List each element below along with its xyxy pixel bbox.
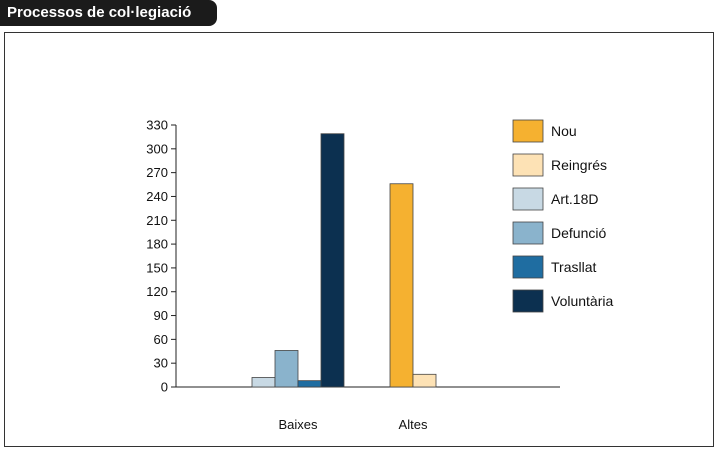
y-tick-label: 240 — [146, 189, 168, 204]
chart-frame — [4, 32, 714, 447]
chart-legend: Nou Reingrés Art.18D Defunció Trasllat Volunt… — [512, 119, 613, 313]
y-tick-label: 90 — [154, 308, 168, 323]
y-tick-label: 60 — [154, 332, 168, 347]
y-tick-label: 330 — [146, 118, 168, 133]
bar-altes-nou — [389, 183, 414, 388]
bar-baixes-defunci- — [274, 350, 299, 388]
y-tick-label: 150 — [146, 260, 168, 275]
bar-baixes-volunt-ria — [320, 133, 345, 388]
legend-label: Defunció — [551, 225, 606, 241]
legend-swatch — [512, 221, 544, 245]
legend-swatch — [512, 119, 544, 143]
legend-swatch — [512, 153, 544, 177]
y-tick-label: 300 — [146, 141, 168, 156]
y-tick-label: 270 — [146, 165, 168, 180]
chart-bars: Baixes Altes — [251, 133, 437, 432]
legend-swatch — [512, 289, 544, 313]
y-tick-label: 120 — [146, 284, 168, 299]
legend-swatch — [512, 187, 544, 211]
y-tick-label: 0 — [161, 380, 168, 395]
x-category-label: Altes — [399, 417, 428, 432]
x-category-label: Baixes — [278, 417, 318, 432]
legend-label: Reingrés — [551, 157, 607, 173]
legend-label: Nou — [551, 123, 577, 139]
chart-title: Processos de col·legiació — [0, 0, 217, 26]
y-tick-label: 180 — [146, 237, 168, 252]
chart-axes: 0 30 60 90 120 150 180 210 240 270 300 330 — [146, 118, 560, 395]
bar-baixes-trasllat — [297, 380, 322, 388]
y-tick-label: 210 — [146, 213, 168, 228]
legend-label: Trasllat — [551, 259, 596, 275]
legend-swatch — [512, 255, 544, 279]
bar-baixes-art-18d — [251, 377, 276, 388]
legend-label: Art.18D — [551, 191, 598, 207]
y-tick-label: 30 — [154, 356, 168, 371]
legend-label: Voluntària — [551, 293, 613, 309]
bar-altes-reingr-s — [412, 373, 437, 388]
